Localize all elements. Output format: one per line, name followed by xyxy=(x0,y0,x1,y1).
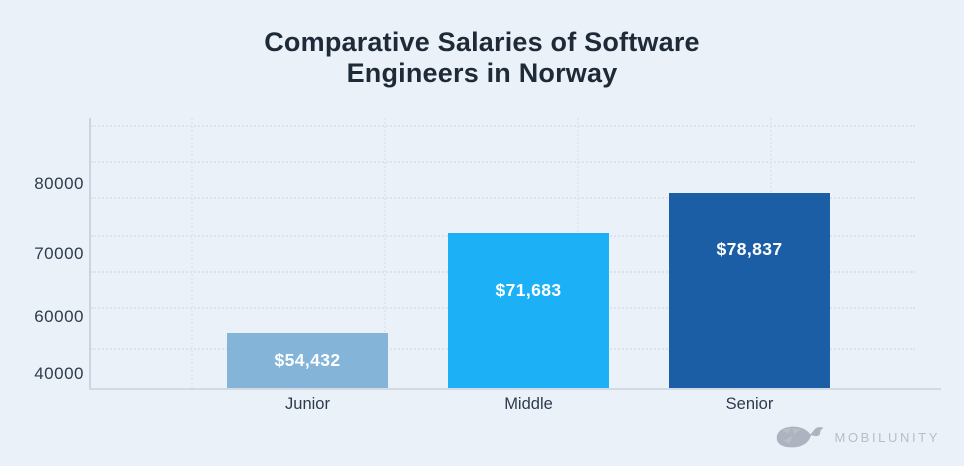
gridline-horizontal xyxy=(91,125,915,127)
mobilunity-logo: MOBILUNITY xyxy=(775,423,940,451)
bar-value-label-junior: $54,432 xyxy=(274,350,341,370)
bar-senior xyxy=(669,193,830,388)
y-axis-tick-label: 40000 xyxy=(34,364,84,383)
gridline-horizontal xyxy=(91,161,915,163)
gridline-vertical xyxy=(384,118,386,388)
chart-title-line1: Comparative Salaries of Software xyxy=(264,27,700,57)
x-axis-category-label-senior: Senior xyxy=(725,395,774,413)
bar-value-label-senior: $78,837 xyxy=(716,239,783,259)
gridline-horizontal xyxy=(91,197,915,199)
x-axis-line xyxy=(89,388,941,390)
whale-icon xyxy=(776,426,824,448)
gridline-vertical xyxy=(191,118,193,388)
y-axis-tick-label: 70000 xyxy=(34,244,84,263)
bar-middle xyxy=(448,233,609,388)
bar-junior xyxy=(227,333,388,388)
y-axis-line xyxy=(89,118,91,390)
logo-wordmark: MOBILUNITY xyxy=(834,429,940,445)
chart-title-line2: Engineers in Norway xyxy=(346,58,618,88)
x-axis-category-label-middle: Middle xyxy=(504,395,553,413)
chart-title: Comparative Salaries of Software Enginee… xyxy=(0,27,964,89)
x-axis-category-label-junior: Junior xyxy=(285,395,330,413)
bar-value-label-middle: $71,683 xyxy=(495,280,562,300)
y-axis-tick-label: 60000 xyxy=(34,307,84,326)
y-axis-tick-label: 80000 xyxy=(34,174,84,193)
